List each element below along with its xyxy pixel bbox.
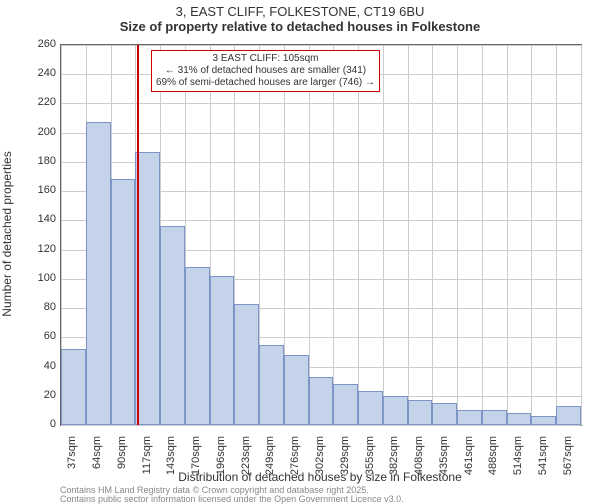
histogram-bar (432, 403, 457, 425)
x-tick-label: 90sqm (116, 436, 128, 480)
y-axis-label: Number of detached properties (0, 151, 14, 316)
histogram-bar (482, 410, 507, 425)
x-tick-label: 382sqm (388, 436, 400, 480)
histogram-bar (259, 345, 284, 425)
gridline-v (432, 45, 433, 425)
x-tick-label: 170sqm (190, 436, 202, 480)
gridline-v (358, 45, 359, 425)
annotation-line-1: 3 EAST CLIFF: 105sqm (156, 53, 375, 65)
x-tick-label: 355sqm (364, 436, 376, 480)
gridline-v (507, 45, 508, 425)
gridline-h (61, 133, 581, 134)
y-tick-label: 200 (16, 126, 56, 138)
gridline-v (383, 45, 384, 425)
x-tick-label: 37sqm (66, 436, 78, 480)
histogram-bar (408, 400, 433, 425)
histogram-bar (457, 410, 482, 425)
annotation-line-2: ← 31% of detached houses are smaller (34… (156, 65, 375, 77)
y-tick-label: 240 (16, 67, 56, 79)
x-tick-label: 64sqm (91, 436, 103, 480)
histogram-bar (135, 152, 160, 425)
x-tick-label: 435sqm (438, 436, 450, 480)
x-tick-label: 196sqm (215, 436, 227, 480)
histogram-bar (383, 396, 408, 425)
y-tick-label: 120 (16, 243, 56, 255)
gridline-h (61, 103, 581, 104)
x-tick-label: 276sqm (289, 436, 301, 480)
histogram-bar (358, 391, 383, 425)
x-tick-label: 514sqm (512, 436, 524, 480)
gridline-v (482, 45, 483, 425)
y-tick-label: 100 (16, 272, 56, 284)
gridline-v (408, 45, 409, 425)
y-tick-label: 0 (16, 418, 56, 430)
gridline-v (333, 45, 334, 425)
title-block: 3, EAST CLIFF, FOLKESTONE, CT19 6BU Size… (0, 0, 600, 34)
histogram-bar (531, 416, 556, 425)
histogram-bar (61, 349, 86, 425)
histogram-bar (86, 122, 111, 425)
y-tick-label: 40 (16, 360, 56, 372)
reference-line (137, 45, 139, 425)
x-tick-label: 488sqm (487, 436, 499, 480)
histogram-bar (185, 267, 210, 425)
x-tick-label: 329sqm (339, 436, 351, 480)
gridline-v (531, 45, 532, 425)
x-tick-label: 567sqm (562, 436, 574, 480)
histogram-bar (556, 406, 581, 425)
x-tick-label: 223sqm (240, 436, 252, 480)
attribution: Contains HM Land Registry data © Crown c… (60, 486, 404, 504)
plot-area: 3 EAST CLIFF: 105sqm ← 31% of detached h… (60, 44, 582, 426)
title-line-1: 3, EAST CLIFF, FOLKESTONE, CT19 6BU (0, 4, 600, 19)
histogram-bar (160, 226, 185, 425)
y-tick-label: 160 (16, 184, 56, 196)
histogram-bar (333, 384, 358, 425)
x-tick-label: 117sqm (141, 436, 153, 480)
y-tick-label: 60 (16, 330, 56, 342)
annotation-box: 3 EAST CLIFF: 105sqm ← 31% of detached h… (151, 50, 380, 92)
histogram-bar (111, 179, 136, 425)
chart-container: 3, EAST CLIFF, FOLKESTONE, CT19 6BU Size… (0, 0, 600, 500)
y-tick-label: 180 (16, 155, 56, 167)
gridline-v (457, 45, 458, 425)
y-tick-label: 20 (16, 389, 56, 401)
gridline-v (309, 45, 310, 425)
x-tick-label: 302sqm (314, 436, 326, 480)
gridline-v (581, 45, 582, 425)
histogram-bar (309, 377, 334, 425)
y-tick-label: 140 (16, 213, 56, 225)
histogram-bar (210, 276, 235, 425)
histogram-bar (507, 413, 532, 425)
title-line-2: Size of property relative to detached ho… (0, 19, 600, 34)
gridline-h (61, 425, 581, 426)
x-tick-label: 143sqm (165, 436, 177, 480)
x-tick-label: 249sqm (264, 436, 276, 480)
gridline-v (556, 45, 557, 425)
x-tick-label: 541sqm (537, 436, 549, 480)
histogram-bar (234, 304, 259, 425)
annotation-line-3: 69% of semi-detached houses are larger (… (156, 77, 375, 89)
y-tick-label: 80 (16, 301, 56, 313)
x-tick-label: 461sqm (463, 436, 475, 480)
y-tick-label: 220 (16, 96, 56, 108)
y-tick-label: 260 (16, 38, 56, 50)
x-tick-label: 408sqm (413, 436, 425, 480)
gridline-h (61, 45, 581, 46)
histogram-bar (284, 355, 309, 425)
